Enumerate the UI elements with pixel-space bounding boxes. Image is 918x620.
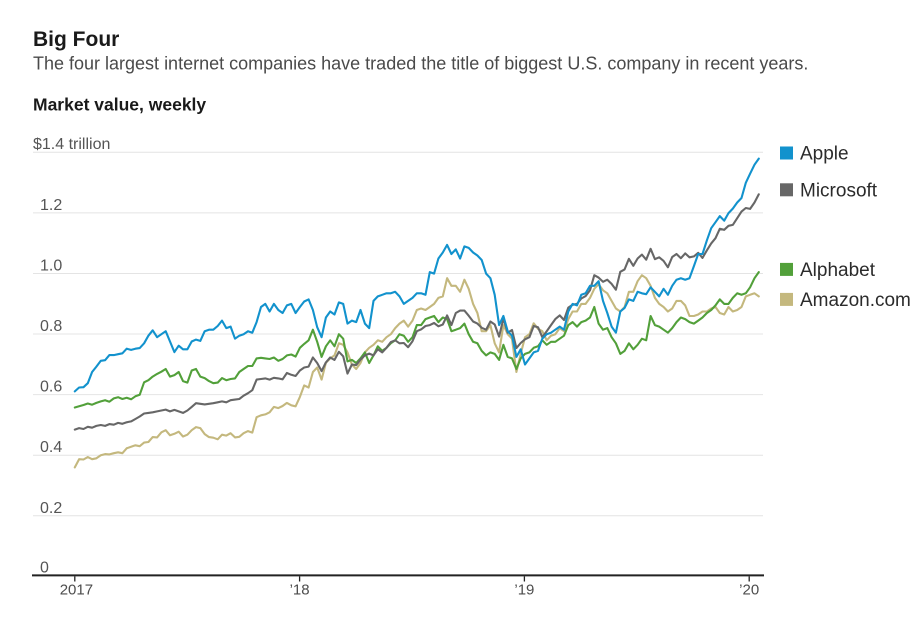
svg-text:1.2: 1.2	[40, 197, 62, 214]
svg-text:’19: ’19	[514, 582, 534, 599]
svg-text:’18: ’18	[290, 582, 310, 599]
svg-text:Big Four: Big Four	[33, 28, 119, 51]
svg-text:Amazon.com: Amazon.com	[800, 290, 911, 311]
svg-text:2017: 2017	[60, 582, 93, 599]
svg-text:0.2: 0.2	[40, 500, 62, 517]
svg-text:Microsoft: Microsoft	[800, 180, 878, 201]
svg-text:$1.4 trillion: $1.4 trillion	[33, 136, 110, 153]
svg-text:Apple: Apple	[800, 144, 849, 165]
svg-text:1.0: 1.0	[40, 258, 62, 275]
svg-text:’20: ’20	[739, 582, 759, 599]
svg-text:The four largest internet comp: The four largest internet companies have…	[33, 54, 808, 74]
svg-text:Alphabet: Alphabet	[800, 260, 876, 281]
svg-text:0.4: 0.4	[40, 439, 62, 456]
svg-text:Market value, weekly: Market value, weekly	[33, 95, 206, 115]
svg-text:0: 0	[40, 559, 49, 576]
svg-text:0.6: 0.6	[40, 379, 62, 396]
svg-text:0.8: 0.8	[40, 318, 62, 335]
